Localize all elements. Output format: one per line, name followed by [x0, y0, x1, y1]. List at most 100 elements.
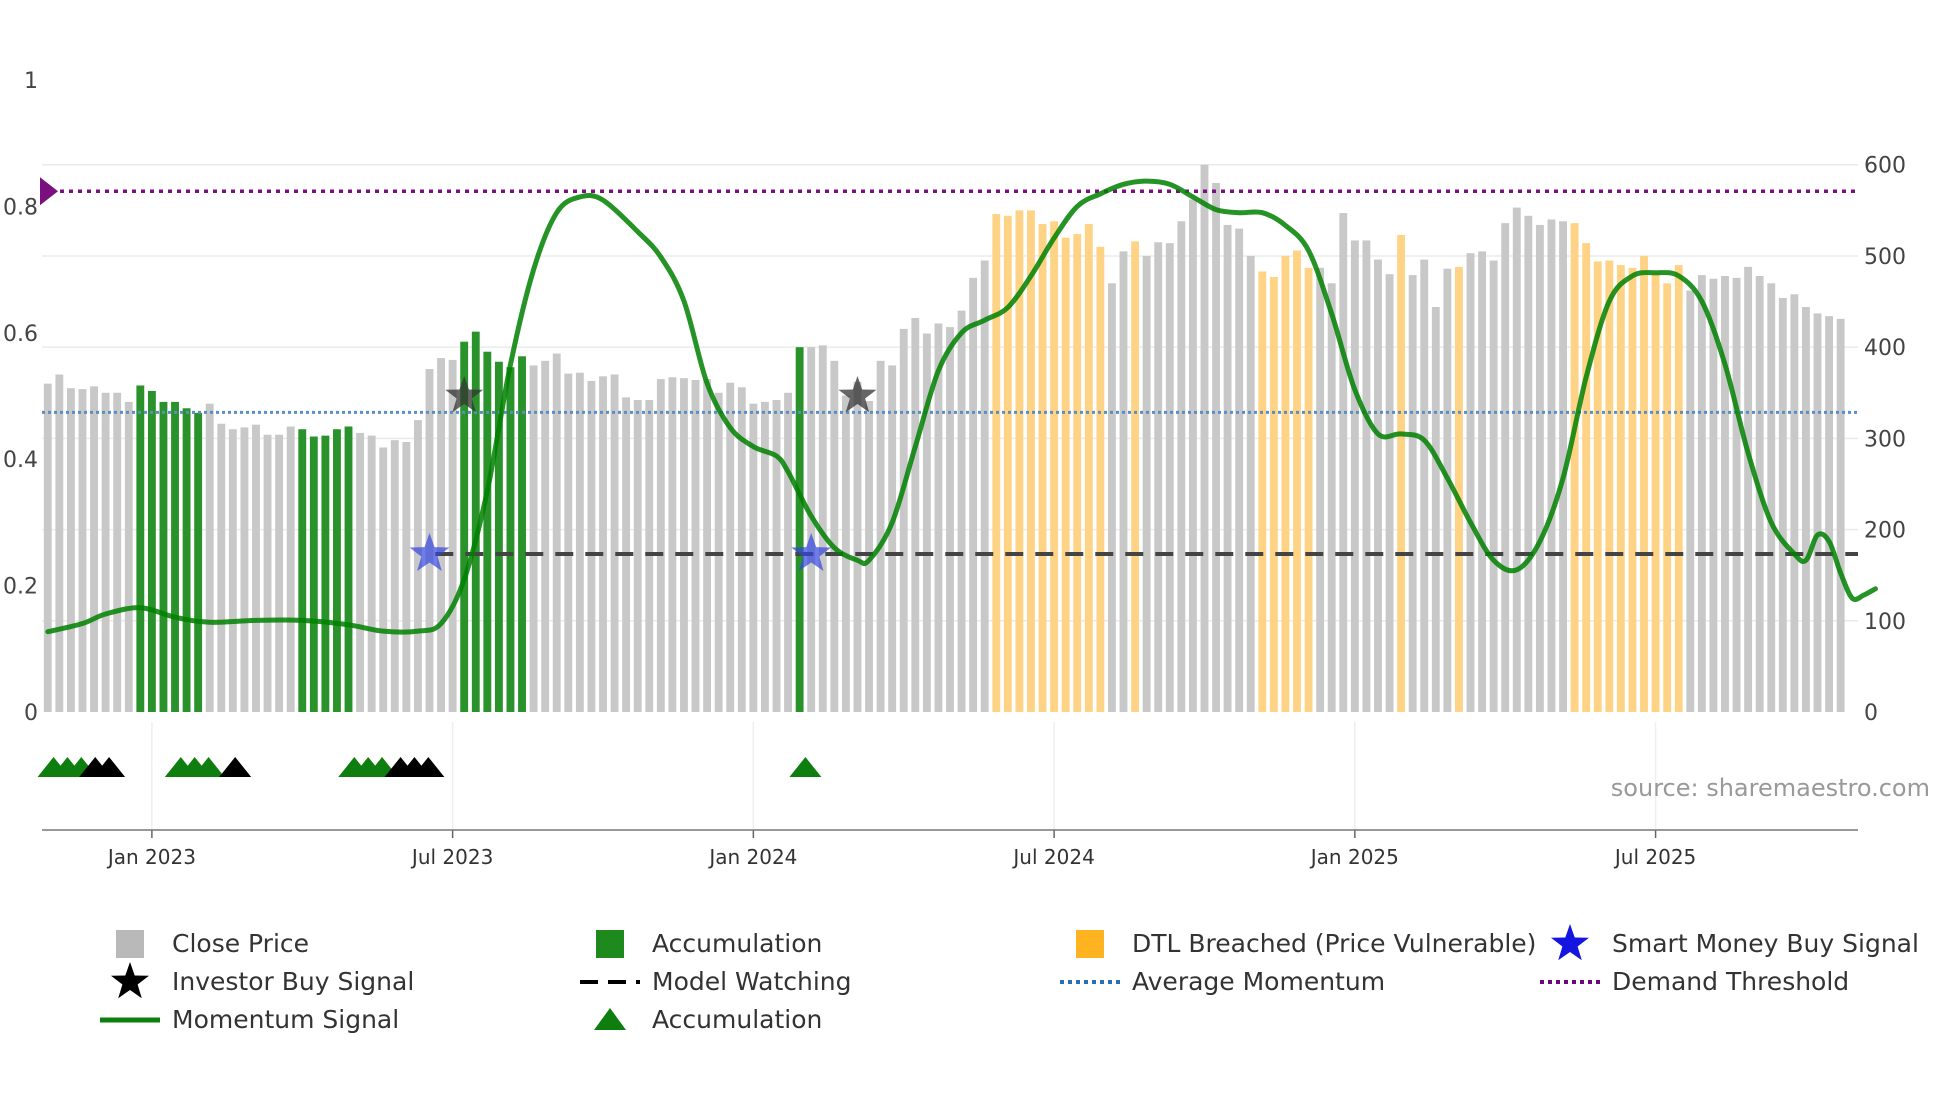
- price-bar: [437, 358, 445, 712]
- price-bar: [1108, 283, 1116, 712]
- price-bar: [1258, 271, 1267, 712]
- price-bar: [1027, 210, 1035, 713]
- legend-label: Average Momentum: [1132, 967, 1385, 996]
- price-bar: [136, 385, 145, 712]
- price-bar: [1813, 313, 1822, 712]
- price-bar: [1154, 242, 1163, 712]
- price-bar: [934, 323, 943, 712]
- price-bar: [668, 377, 677, 712]
- price-bar: [1246, 255, 1255, 712]
- investor-buy-star: [838, 376, 877, 413]
- price-bar: [286, 426, 295, 712]
- price-bar: [1790, 294, 1799, 712]
- price-bar: [518, 356, 526, 712]
- accumulation-triangle: [412, 757, 445, 777]
- price-bar: [448, 359, 457, 712]
- legend-item-dtl: DTL Breached (Price Vulnerable): [1076, 929, 1536, 958]
- legend-label: Demand Threshold: [1612, 967, 1849, 996]
- price-bar: [333, 429, 341, 712]
- price-bar: [182, 408, 191, 712]
- x-tick-label: Jul 2023: [410, 845, 493, 869]
- price-bar: [680, 378, 688, 712]
- price-bar: [344, 426, 353, 712]
- price-bar: [633, 400, 642, 712]
- price-bar: [922, 333, 931, 712]
- price-bar: [1350, 240, 1359, 712]
- price-bar: [980, 260, 989, 712]
- price-bar: [957, 310, 966, 712]
- price-bar: [66, 388, 75, 712]
- left-tick-label: 0.4: [3, 448, 38, 473]
- price-bar: [1663, 283, 1672, 712]
- price-bar: [55, 374, 64, 712]
- legend-item-momentum: Momentum Signal: [100, 1005, 399, 1034]
- price-bar: [1269, 276, 1278, 712]
- price-bar: [205, 403, 214, 712]
- legend-label: Accumulation: [652, 929, 822, 958]
- price-bar: [946, 327, 954, 712]
- price-bar: [784, 392, 792, 712]
- price-bar: [760, 401, 769, 712]
- legend-label: DTL Breached (Price Vulnerable): [1132, 929, 1536, 958]
- left-tick-label: 0.6: [3, 322, 38, 347]
- price-bar: [506, 367, 515, 712]
- price-bar: [1651, 273, 1660, 712]
- legend-item-smart: Smart Money Buy Signal: [1551, 924, 1919, 961]
- right-tick-label: 600: [1864, 154, 1906, 179]
- price-bar: [1188, 199, 1197, 712]
- price-bar: [1697, 275, 1706, 712]
- buy-signals: [409, 376, 877, 571]
- legend-swatch-dtl: [1076, 930, 1104, 958]
- left-tick-label: 0.8: [3, 195, 38, 220]
- price-bar: [969, 277, 978, 712]
- price-bar: [992, 213, 1001, 712]
- price-bar: [228, 429, 237, 712]
- demand-threshold-marker: [40, 177, 58, 206]
- price-bar: [1628, 267, 1637, 712]
- legend-swatch-accumulation-marker: [594, 1008, 626, 1030]
- right-tick-label: 200: [1864, 519, 1906, 544]
- price-bar: [599, 376, 607, 712]
- legend-swatch-smart-money: [1551, 924, 1589, 961]
- source-note: source: sharemaestro.com: [1611, 774, 1930, 802]
- price-bar: [1316, 267, 1325, 712]
- price-bar: [171, 401, 179, 712]
- price-bar: [1825, 316, 1834, 712]
- price-bar: [494, 361, 503, 712]
- right-tick-label: 300: [1864, 427, 1906, 452]
- left-tick-label: 1: [24, 69, 38, 94]
- price-bar: [1512, 207, 1521, 712]
- smart-money-buy-star: [791, 533, 832, 571]
- left-tick-label: 0: [24, 701, 38, 726]
- legend-item-watching: Model Watching: [580, 967, 852, 996]
- x-tick-label: Jan 2025: [1309, 845, 1399, 869]
- legend-label: Investor Buy Signal: [172, 967, 414, 996]
- price-bar: [1802, 307, 1810, 712]
- price-bar: [1443, 268, 1452, 712]
- price-bar: [541, 360, 550, 712]
- price-bar: [772, 400, 781, 712]
- price-bar: [124, 401, 133, 712]
- right-tick-label: 100: [1864, 610, 1906, 635]
- price-bar: [483, 351, 492, 712]
- price-bar: [807, 347, 816, 712]
- price-bar: [691, 379, 700, 712]
- price-bar: [1605, 260, 1614, 712]
- accumulation-markers: [37, 757, 822, 777]
- price-bar: [263, 434, 272, 712]
- price-bar: [309, 436, 318, 712]
- legend-swatch-close-price: [116, 930, 144, 958]
- price-bar: [865, 400, 873, 712]
- price-bar: [830, 360, 839, 712]
- legend-item-accum_bar: Accumulation: [596, 929, 822, 958]
- legend-label: Smart Money Buy Signal: [1612, 929, 1919, 958]
- reference-lines: [40, 177, 1858, 556]
- momentum-signal: [45, 178, 1878, 635]
- legend-item-avg: Average Momentum: [1060, 967, 1385, 996]
- price-bar: [147, 390, 156, 712]
- investor-buy-star: [445, 376, 484, 413]
- legend-item-accum_tri: Accumulation: [594, 1005, 822, 1034]
- price-bar: [217, 423, 226, 712]
- price-bar: [737, 387, 746, 712]
- price-bar: [1559, 221, 1567, 712]
